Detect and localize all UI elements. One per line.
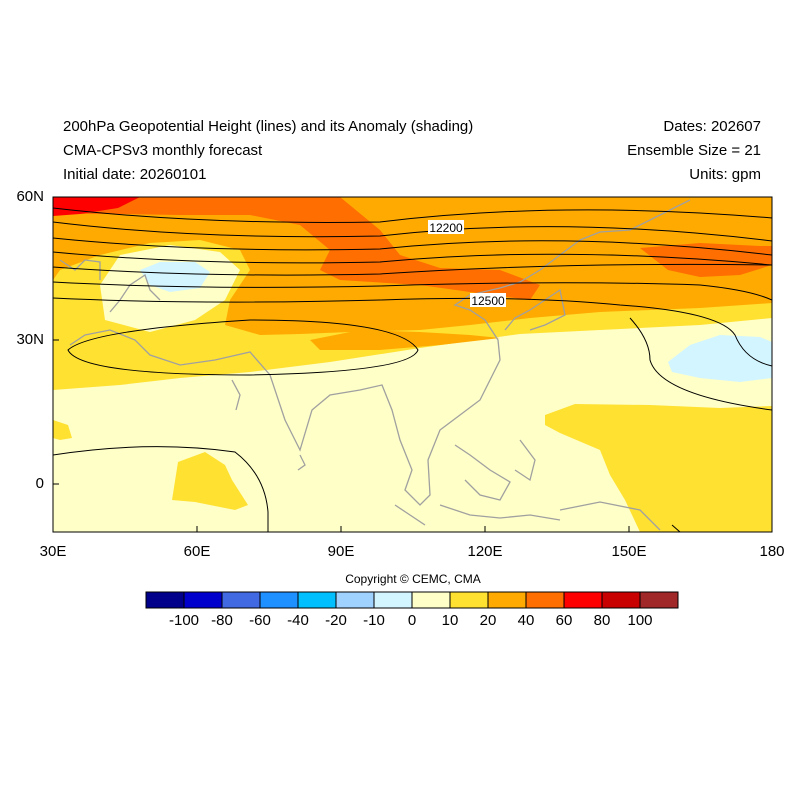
colorbar-tick-label: 100 [627, 612, 653, 629]
contour-labels: 12200 12500 [428, 220, 506, 308]
shade-60-80 [53, 197, 140, 216]
colorbar-tick-label: -40 [287, 612, 309, 629]
colorbar-tick-label: 20 [479, 612, 497, 629]
contour-label-12500: 12500 [471, 294, 505, 308]
lat-label-0: 0 [35, 475, 44, 492]
lon-label-30e: 30E [39, 543, 67, 560]
lat-label-30n: 30N [16, 331, 44, 348]
colorbar-tick-label: -10 [363, 612, 385, 629]
shade-neg10-0-east [668, 335, 772, 382]
units-label: Units: gpm [689, 166, 761, 183]
colorbar-tick-label: 0 [407, 612, 417, 629]
shade-10-20-pacific [545, 404, 772, 532]
forecast-dates: Dates: 202607 [663, 118, 761, 135]
colorbar-tick-label: 80 [593, 612, 611, 629]
contour-line [671, 524, 681, 532]
axis-ticks [53, 196, 630, 532]
contour-line [67, 319, 419, 376]
height-contours [53, 207, 772, 532]
lat-label-60n: 60N [16, 188, 44, 205]
map-frame [52, 196, 773, 533]
contour-line [53, 237, 772, 256]
lon-label-60e: 60E [183, 543, 211, 560]
contour-line [53, 281, 772, 301]
lon-label-120e: 120E [467, 543, 503, 560]
shade-20-40-strip [310, 330, 500, 350]
lon-label-90e: 90E [327, 543, 355, 560]
colorbar-tick-label: -60 [249, 612, 271, 629]
contour-line [53, 251, 772, 266]
contour-line [629, 317, 772, 411]
contour-line [53, 207, 772, 223]
contour-line [53, 297, 772, 367]
shade-neg10-0-west [140, 262, 210, 292]
shade-40-60-west [53, 197, 540, 300]
model-subtitle: CMA-CPSv3 monthly forecast [63, 142, 263, 159]
coastline [59, 199, 691, 531]
contour-label-12200: 12200 [429, 221, 463, 235]
colorbar-tick-label: -20 [325, 612, 347, 629]
ensemble-size: Ensemble Size = 21 [627, 142, 761, 159]
copyright-text: Copyright © CEMC, CMA [345, 572, 481, 586]
colorbar-tick-label: 60 [555, 612, 573, 629]
chart-title: 200hPa Geopotential Height (lines) and i… [63, 118, 474, 135]
lon-label-150e: 150E [611, 543, 647, 560]
contour-line [53, 446, 269, 532]
colorbar-tick-label: 10 [441, 612, 459, 629]
contour-line [53, 221, 772, 242]
shade-10-20-africa [53, 420, 72, 440]
colorbar-tick-label: -80 [211, 612, 233, 629]
anomaly-shading [53, 197, 772, 532]
shade-10-20-arabian [172, 452, 248, 510]
colorbar-tick-label: 40 [517, 612, 535, 629]
colorbar-tick-label: -100 [168, 612, 200, 629]
initial-date: Initial date: 20260101 [63, 166, 207, 183]
contour-line [53, 263, 772, 276]
lon-label-180: 180 [759, 543, 785, 560]
